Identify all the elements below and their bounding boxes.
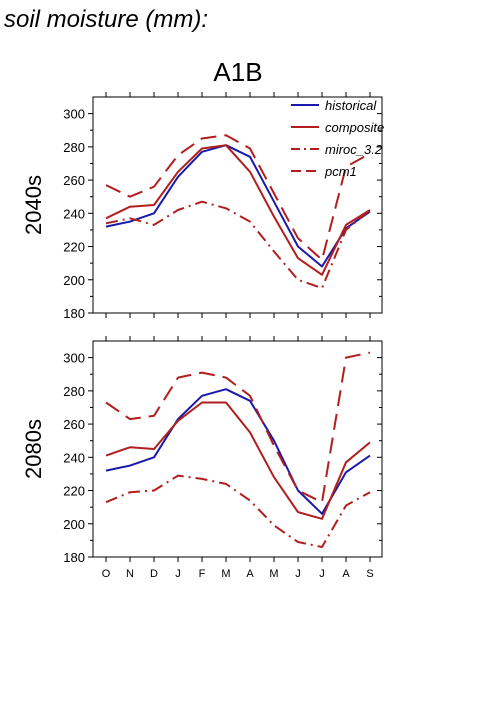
legend-label-historical: historical	[325, 98, 377, 113]
panel-2040s: 180 200 220 240 260 280 300 2040s	[21, 92, 383, 321]
y-tick-label: 200	[63, 517, 85, 532]
legend-label-pcm1: pcm1	[324, 164, 357, 179]
y-tick-label: 240	[63, 450, 85, 465]
x-tick-label: M	[269, 568, 278, 580]
x-tick-label: J	[319, 568, 325, 580]
x-tick-label: D	[150, 568, 158, 580]
y-tick-label: 300	[63, 351, 85, 366]
figure-heading: soil moisture (mm):	[4, 6, 208, 33]
y-tick-label: 260	[63, 417, 85, 432]
legend: historical composite miroc_3.2 pcm1	[291, 98, 384, 179]
y-tick-label: 280	[63, 384, 85, 399]
y-tick-label: 180	[63, 306, 85, 321]
x-tick-label: J	[295, 568, 301, 580]
y-tick-label: 260	[63, 173, 85, 188]
plot-frame	[92, 340, 383, 558]
x-tick-label: M	[221, 568, 230, 580]
series-line-composite	[105, 144, 371, 276]
y-tick-label: 280	[63, 140, 85, 155]
x-tick-label: O	[102, 568, 111, 580]
panel-label: 2080s	[21, 419, 46, 479]
legend-label-composite: composite	[325, 120, 384, 135]
plot-frame	[92, 96, 383, 314]
y-tick-label: 200	[63, 273, 85, 288]
y-tick-label: 180	[63, 550, 85, 565]
x-tick-label: A	[246, 568, 254, 580]
y-tick-label: 240	[63, 206, 85, 221]
y-tick-label: 220	[63, 484, 85, 499]
legend-label-miroc: miroc_3.2	[325, 142, 383, 157]
panel-label: 2040s	[21, 175, 46, 235]
x-tick-label: A	[342, 568, 350, 580]
y-tick-label: 220	[63, 240, 85, 255]
x-tick-label: J	[175, 568, 181, 580]
chart-panels: 180 200 220 240 260 280 300 2040s 180 200 220 240 26…	[21, 92, 384, 580]
y-tick-label: 300	[63, 107, 85, 122]
series-line-miroc	[105, 474, 371, 548]
series-line-pcm1	[105, 134, 371, 261]
panel-2080s: 180 200 220 240 260 280 300 O N D J F M A M J J A S 2080s	[21, 336, 383, 580]
series-line-pcm1	[105, 351, 371, 504]
x-tick-label: N	[126, 568, 134, 580]
scenario-title: A1B	[213, 57, 262, 87]
series-line-miroc	[105, 200, 371, 290]
series-line-composite	[105, 401, 371, 520]
series-line-historical	[105, 144, 371, 268]
x-tick-label: F	[199, 568, 206, 580]
x-tick-label: S	[366, 568, 373, 580]
